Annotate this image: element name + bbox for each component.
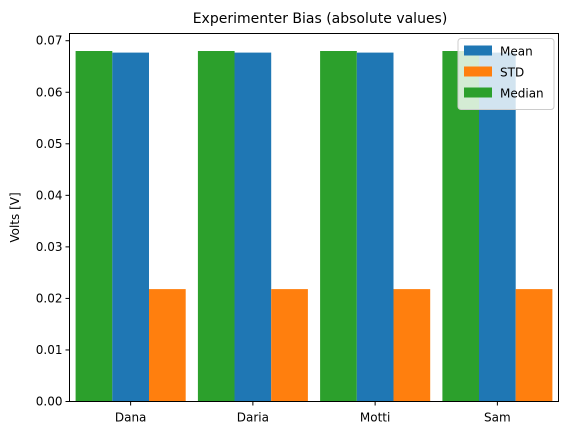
bar-median-motti [320, 51, 357, 402]
bar-mean-motti [356, 52, 394, 402]
bar-median-dana [75, 51, 113, 402]
y-tick-label: 0.01 [36, 343, 63, 357]
plot-frame [69, 33, 559, 402]
bar-std-motti [393, 289, 431, 402]
legend: Mean STD Median [457, 38, 555, 110]
x-tick-label: Daria [237, 411, 269, 425]
legend-label-std: STD [500, 66, 524, 80]
bar-median-daria [197, 51, 235, 402]
x-tick-label: Dana [115, 411, 147, 425]
x-tick-label: Motti [360, 411, 390, 425]
legend-label-mean: Mean [500, 45, 533, 59]
legend-swatch-mean [464, 45, 492, 56]
legend-swatch-std [464, 66, 492, 77]
bar-std-daria [271, 289, 308, 402]
bars-layer [75, 51, 553, 402]
bar-mean-dana [112, 52, 149, 402]
y-tick-label: 0.06 [36, 85, 63, 99]
y-tick-label: 0.07 [36, 34, 63, 48]
x-axis-ticks: Dana Daria Motti Sam [115, 401, 511, 425]
y-tick-label: 0.00 [36, 395, 63, 409]
y-tick-label: 0.05 [36, 137, 63, 151]
bar-std-sam [515, 289, 553, 402]
chart-title: Experimenter Bias (absolute values) [193, 11, 448, 27]
x-tick-label: Sam [484, 411, 511, 425]
y-tick-label: 0.03 [36, 240, 63, 254]
y-tick-label: 0.04 [36, 188, 63, 202]
legend-label-median: Median [500, 87, 544, 101]
bar-mean-daria [234, 52, 272, 402]
legend-swatch-median [464, 87, 492, 98]
bar-mean-sam [479, 52, 516, 402]
bar-std-dana [149, 289, 186, 402]
y-tick-label: 0.02 [36, 291, 63, 305]
y-axis-label: Volts [V] [8, 192, 22, 242]
y-axis-ticks: 0.00 0.01 0.02 0.03 0.04 0.05 0.06 0.07 [36, 34, 70, 409]
